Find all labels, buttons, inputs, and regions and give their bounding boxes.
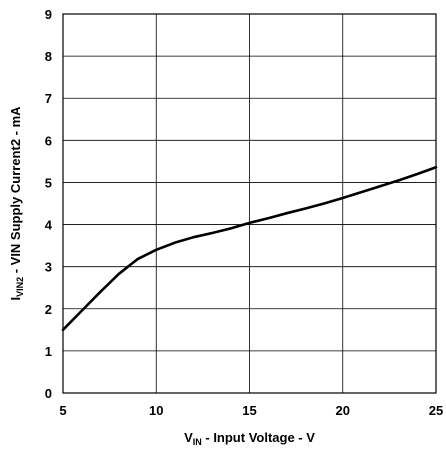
y-tick-label: 6 <box>45 133 52 148</box>
y-tick-label: 1 <box>45 344 52 359</box>
x-axis-title: VIN - Input Voltage - V <box>184 430 315 447</box>
x-tick-label: 20 <box>336 403 350 418</box>
y-tick-label: 8 <box>45 49 52 64</box>
x-tick-label: 15 <box>242 403 256 418</box>
y-tick-label: 7 <box>45 91 52 106</box>
y-tick-label: 0 <box>45 386 52 401</box>
y-tick-label: 4 <box>45 218 53 233</box>
plot-area-frame <box>62 13 437 394</box>
y-axis-title: IVIN2 - VIN Supply Current2 - mA <box>8 106 25 301</box>
y-tick-labels: 0 1 2 3 4 5 6 7 8 9 <box>45 7 53 401</box>
x-tick-labels: 5 10 15 20 25 <box>59 403 443 418</box>
x-tick-label: 10 <box>149 403 163 418</box>
series-line <box>61 165 438 332</box>
y-tick-label: 9 <box>45 7 52 22</box>
y-tick-label: 5 <box>45 175 52 190</box>
x-tick-label: 5 <box>59 403 66 418</box>
series-layer <box>61 165 438 332</box>
x-tick-label: 25 <box>429 403 443 418</box>
y-tick-label: 2 <box>45 302 52 317</box>
y-tick-label: 3 <box>45 260 52 275</box>
grid-lines <box>62 13 437 394</box>
